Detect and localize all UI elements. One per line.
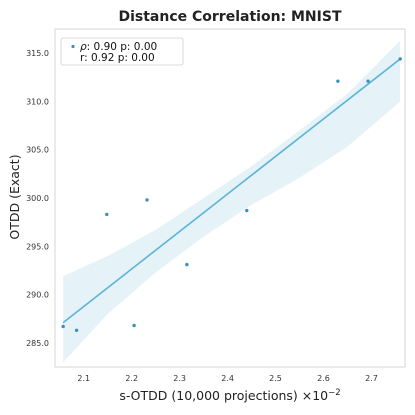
y-tick-label: 310.0	[26, 97, 49, 106]
x-tick-label: 2.3	[173, 374, 186, 383]
x-tick-label: 2.1	[77, 374, 90, 383]
y-tick-label: 285.0	[26, 339, 49, 348]
x-axis-label: s-OTDD (10,000 projections) ×10−2	[119, 388, 340, 403]
data-point-4	[132, 323, 136, 328]
plot-frame	[54, 28, 406, 368]
data-point-8	[336, 79, 340, 83]
legend: ρ: 0.90 p: 0.00 r: 0.92 p: 0.00	[60, 37, 184, 66]
legend-line-1: ρ: 0.90 p: 0.00	[80, 41, 157, 53]
y-tick-label: 295.0	[26, 242, 49, 251]
x-tick-label: 2.4	[221, 374, 234, 383]
y-tick-labels: 285.0 290.0 295.0 300.0 305.0 310.0 315.0	[26, 49, 49, 348]
y-tick-label: 290.0	[26, 291, 49, 300]
confidence-band	[63, 40, 401, 363]
confidence-band-layer	[63, 40, 401, 363]
x-tick-label: 2.7	[365, 374, 378, 383]
points-layer	[61, 57, 402, 333]
x-axis-label-text: s-OTDD (10,000 projections) ×10	[119, 388, 328, 403]
regression-layer	[62, 58, 401, 324]
legend-box	[60, 37, 184, 66]
y-tick-label: 315.0	[26, 49, 49, 58]
x-tick-labels: 2.1 2.2 2.3 2.4 2.5 2.6 2.7	[77, 374, 377, 383]
x-tick-label: 2.5	[269, 374, 282, 383]
legend-rho-text: : 0.90 p: 0.00	[87, 41, 158, 53]
data-point-9	[366, 79, 370, 83]
y-tick-label: 305.0	[26, 146, 49, 155]
y-tick-label: 300.0	[26, 194, 49, 203]
x-tick-label: 2.6	[317, 374, 330, 383]
data-point-3	[105, 212, 109, 217]
legend-rho-symbol: ρ	[80, 41, 87, 53]
regression-line	[62, 58, 401, 324]
data-point-2	[74, 328, 79, 333]
x-tick-label: 2.2	[125, 374, 138, 383]
data-point-1	[61, 324, 65, 329]
data-point-10	[398, 57, 402, 61]
legend-marker	[71, 44, 75, 49]
data-point-7	[245, 208, 249, 213]
data-point-6	[185, 262, 189, 267]
chart-title: Distance Correlation: MNIST	[118, 9, 341, 25]
data-point-5	[145, 198, 149, 202]
legend-line-2: r: 0.92 p: 0.00	[80, 52, 155, 64]
y-axis-label: OTDD (Exact)	[7, 154, 22, 239]
x-axis-label-exponent: −2	[328, 388, 341, 398]
